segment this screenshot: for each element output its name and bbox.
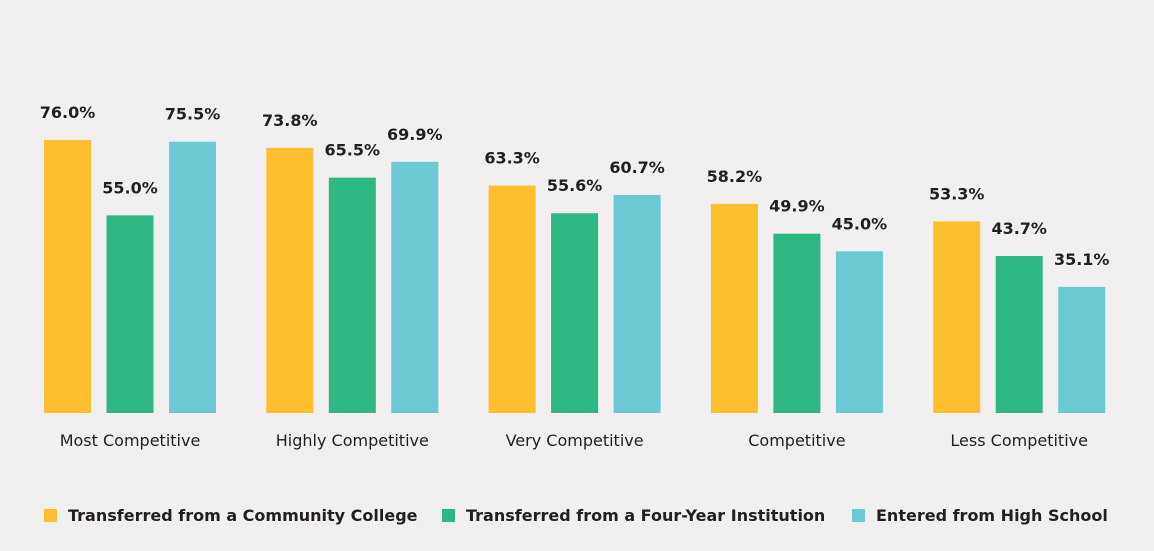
bar <box>391 161 439 413</box>
data-label: 75.5% <box>165 105 221 124</box>
legend-label: Transferred from a Community College <box>68 506 418 525</box>
bar <box>106 215 154 413</box>
data-label: 35.1% <box>1054 250 1110 269</box>
data-label: 58.2% <box>707 167 763 186</box>
data-label: 63.3% <box>484 149 540 168</box>
data-label: 55.6% <box>547 176 603 195</box>
data-label: 73.8% <box>262 111 318 130</box>
bar <box>835 251 883 413</box>
legend-swatch <box>852 509 865 522</box>
bar <box>933 221 981 413</box>
data-label: 65.5% <box>325 141 381 160</box>
data-label: 76.0% <box>40 103 96 122</box>
bar <box>266 147 314 413</box>
bar <box>710 203 758 413</box>
category-label: Less Competitive <box>950 431 1088 450</box>
legend-swatch <box>44 509 57 522</box>
bar <box>613 194 661 413</box>
bar <box>551 213 599 413</box>
data-label: 55.0% <box>102 178 158 197</box>
category-label: Highly Competitive <box>276 431 429 450</box>
data-label: 69.9% <box>387 125 443 144</box>
category-label: Most Competitive <box>60 431 201 450</box>
category-label: Competitive <box>748 431 845 450</box>
data-label: 53.3% <box>929 184 985 203</box>
legend-swatch <box>442 509 455 522</box>
data-label: 49.9% <box>769 197 825 216</box>
category-label: Very Competitive <box>506 431 644 450</box>
bar <box>328 177 376 413</box>
bar <box>44 139 91 413</box>
legend-label: Transferred from a Four-Year Institution <box>466 506 825 525</box>
bar <box>488 185 536 413</box>
data-label: 43.7% <box>991 219 1047 238</box>
bar <box>169 141 216 413</box>
data-label: 60.7% <box>609 158 665 177</box>
legend-label: Entered from High School <box>876 506 1108 525</box>
bar <box>995 255 1043 413</box>
bar <box>773 233 821 413</box>
bar <box>1058 286 1106 413</box>
data-label: 45.0% <box>832 214 888 233</box>
